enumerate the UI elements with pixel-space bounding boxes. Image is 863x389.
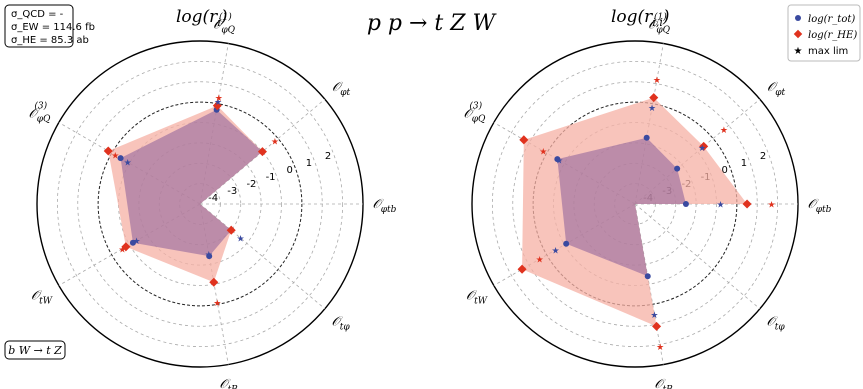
he-point: [226, 225, 236, 235]
max-lim-star-tot: ★: [132, 237, 140, 247]
legend-label: log(r_HE): [808, 30, 857, 41]
tot-point: [674, 165, 681, 172]
max-lim-star-he: ★: [215, 94, 223, 104]
axis-label: 𝒪φtb: [373, 197, 397, 215]
tot-point: [682, 201, 689, 207]
axis-label: 𝒪tW: [466, 288, 488, 306]
tot-region: [557, 137, 686, 277]
max-lim-star-tot: ★: [717, 201, 725, 211]
axis-label: 𝒪tB: [219, 377, 238, 389]
radial-tick-label: 1: [741, 158, 747, 169]
process-label: b W → t Z: [8, 344, 62, 357]
he-point: [121, 242, 131, 252]
max-lim-star-tot: ★: [648, 104, 656, 114]
tot-point: [563, 240, 570, 247]
max-lim-star-he: ★: [720, 126, 728, 136]
he-point: [652, 321, 662, 331]
max-lim-star-he: ★: [536, 256, 544, 266]
max-lim-star-he: ★: [539, 148, 547, 158]
chart-title: log(ri,i): [611, 7, 670, 29]
max-lim-star-tot: ★: [124, 159, 132, 169]
max-lim-star-tot: ★: [205, 251, 213, 261]
chart-title: log(ri): [176, 7, 228, 29]
he-point: [257, 147, 267, 157]
radial-tick-label: -4: [208, 193, 218, 204]
radial-tick-label: 0: [287, 165, 293, 176]
radar-grid-ring: [56, 60, 344, 348]
radial-tick-label: 0: [722, 165, 728, 176]
tot-point: [117, 155, 124, 162]
axis-label: 𝒪φt: [767, 80, 786, 98]
radial-tick-label: 2: [325, 151, 331, 162]
legend-label: log(r_tot): [808, 14, 855, 25]
legend-label: max lim: [808, 46, 848, 57]
cross-section-box: σ_QCD = - σ_EW = 114.6 fb σ_HE = 85.3 ab: [4, 4, 95, 48]
max-lim-star-he: ★: [111, 152, 119, 162]
axis-label: 𝒪tφ: [767, 314, 786, 332]
radar-grid-ring: [97, 101, 303, 307]
axis-label: 𝒪φQ(1): [648, 12, 671, 36]
max-lim-star-he: ★: [767, 201, 775, 211]
radar-grid-ring: [118, 122, 282, 286]
tot-point: [129, 239, 136, 246]
max-lim-star-tot: ★: [555, 157, 563, 167]
radar-panel-right: -4-3-2-1012★★★★★★★★★★★★𝒪φQ(1)𝒪φt𝒪φtb𝒪tφ𝒪…: [464, 7, 832, 389]
max-lim-star-tot: ★: [214, 98, 222, 108]
legend-star-marker: ★: [794, 46, 803, 57]
axis-label: 𝒪φQ(3): [29, 100, 52, 124]
axis-label: 𝒪tφ: [332, 314, 351, 332]
max-lim-star-tot: ★: [650, 311, 658, 321]
radial-tick-label: 1: [306, 158, 312, 169]
radial-tick-label: -1: [266, 172, 276, 183]
max-lim-star-he: ★: [656, 343, 664, 353]
axis-label: 𝒪tB: [654, 377, 673, 389]
max-lim-star-he: ★: [118, 245, 126, 255]
axis-label: 𝒪φQ(3): [464, 100, 487, 124]
he-point: [212, 101, 222, 111]
cross-section-line: σ_QCD = -: [11, 9, 64, 20]
radial-tick-label: -2: [246, 179, 256, 190]
cross-section-line: σ_HE = 85.3 ab: [11, 35, 89, 46]
legend-circle-marker: [795, 15, 801, 21]
tot-point: [206, 253, 213, 260]
axis-label: 𝒪tW: [31, 288, 53, 306]
axis-label: 𝒪φQ(1): [213, 12, 236, 36]
max-lim-star-tot: ★: [552, 246, 560, 256]
axis-label: 𝒪φt: [332, 80, 351, 98]
radar-grid-ring: [491, 60, 779, 348]
tot-region: [120, 109, 263, 257]
radar-panel-left: -4-3-2-1012★★★★★★★★★★𝒪φQ(1)𝒪φt𝒪φtb𝒪tφ𝒪tB…: [29, 7, 397, 389]
max-lim-star-he: ★: [213, 299, 221, 309]
legend: log(r_tot) log(r_HE) ★ max lim: [787, 4, 861, 62]
max-lim-star-tot: ★: [698, 144, 706, 154]
radial-tick-label: -3: [227, 186, 237, 197]
max-lim-star-he: ★: [653, 76, 661, 86]
figure-title: p p → t Z W: [367, 11, 498, 36]
tot-point: [554, 156, 561, 163]
tot-point: [643, 134, 650, 141]
tot-point: [644, 273, 651, 280]
max-lim-star-tot: ★: [237, 235, 245, 245]
radial-tick-label: 2: [760, 151, 766, 162]
max-lim-star-he: ★: [271, 138, 279, 148]
he-point: [103, 146, 113, 156]
cross-section-line: σ_EW = 114.6 fb: [11, 22, 95, 33]
axis-label: 𝒪φtb: [808, 197, 832, 215]
process-box: b W → t Z: [4, 340, 66, 360]
